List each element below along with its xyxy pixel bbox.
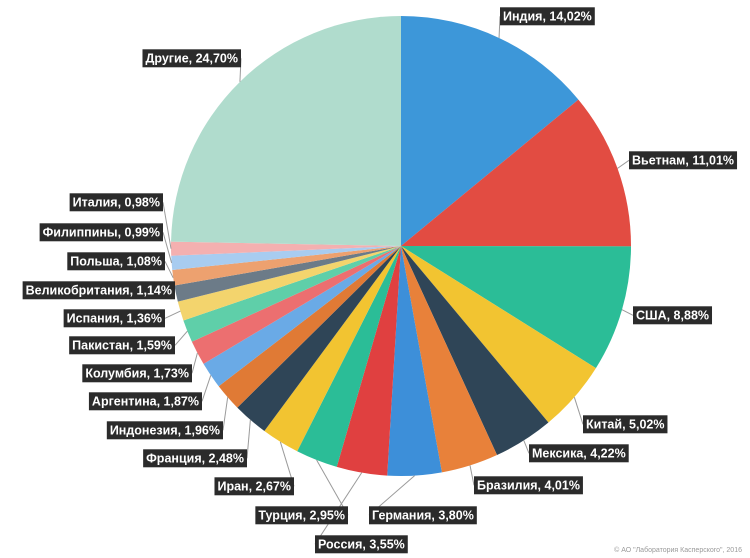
slice-label-bg-9	[255, 506, 348, 525]
slice-label-19: Филиппины, 0,99%	[43, 225, 160, 239]
slice-label-16: Испания, 1,36%	[67, 311, 162, 325]
pie-slice-6	[401, 246, 498, 473]
pie-slice-3	[401, 246, 631, 369]
slice-label-bg-3	[633, 306, 713, 325]
pie-slice-7	[387, 246, 442, 476]
slice-label-20: Италия, 0,98%	[73, 195, 160, 209]
leader-line-19	[162, 232, 173, 264]
slice-label-15: Пакистан, 1,59%	[72, 338, 172, 352]
slice-label-9: Турция, 2,95%	[258, 508, 345, 522]
leader-line-5	[523, 440, 530, 454]
slice-label-12: Индонезия, 1,96%	[110, 423, 220, 437]
pie-slice-5	[401, 246, 549, 455]
leader-line-2	[617, 159, 630, 169]
pie-slice-18	[172, 246, 401, 286]
pie-slice-16	[177, 246, 401, 321]
leader-line-16	[164, 310, 181, 319]
leader-line-12	[222, 397, 229, 431]
slice-label-11: Франция, 2,48%	[146, 451, 244, 465]
leader-line-15	[174, 330, 188, 346]
pie-slice-9	[297, 246, 401, 467]
leader-line-3	[621, 309, 634, 316]
slice-label-bg-11	[143, 449, 247, 468]
pie-slice-17	[174, 246, 401, 302]
slice-label-bg-12	[106, 421, 223, 440]
slice-label-5: Мексика, 4,22%	[532, 446, 626, 460]
pie-slice-4	[401, 246, 596, 423]
slice-label-bg-13	[88, 392, 202, 411]
slice-label-4: Китай, 5,02%	[586, 417, 664, 431]
slice-label-7: Германия, 3,80%	[372, 508, 474, 522]
slice-label-1: Индия, 14,02%	[503, 9, 592, 23]
slice-label-18: Польша, 1,08%	[70, 254, 162, 268]
leader-line-9	[316, 459, 349, 516]
pie-slice-10	[264, 246, 401, 452]
pie-slice-8	[336, 246, 401, 476]
slice-label-bg-2	[629, 151, 738, 170]
slice-label-bg-7	[369, 506, 477, 525]
slice-labels: Индия, 14,02% Вьетнам, 11,01% США, 8,88% Ки…	[22, 7, 738, 554]
leader-line-6	[469, 465, 475, 486]
pie-slice-11	[237, 246, 401, 432]
pie-slice-1	[401, 16, 579, 246]
slice-label-6: Бразилия, 4,01%	[477, 478, 580, 492]
slice-label-bg-17	[22, 281, 175, 300]
slice-label-bg-19	[39, 223, 163, 242]
pie-slice-14	[191, 246, 401, 364]
slice-label-bg-16	[63, 309, 165, 328]
slice-label-bg-1	[500, 7, 595, 26]
leader-line-4	[573, 397, 584, 425]
slice-label-bg-14	[82, 364, 192, 383]
slice-label-bg-4	[583, 415, 668, 434]
slice-label-bg-8	[315, 535, 408, 554]
copyright-text: © АО "Лаборатория Касперского", 2016	[614, 547, 742, 554]
slice-label-bg-18	[67, 252, 165, 271]
slice-label-13: Аргентина, 1,87%	[92, 394, 199, 408]
pie-slice-12	[218, 246, 401, 408]
slice-label-21: Другие, 24,70%	[145, 51, 238, 65]
leader-line-14	[191, 352, 198, 374]
pie-slices	[171, 16, 631, 476]
slice-label-17: Великобритания, 1,14%	[26, 283, 172, 297]
slice-label-3: США, 8,88%	[636, 308, 709, 322]
slice-label-14: Колумбия, 1,73%	[85, 366, 189, 380]
pie-slice-13	[203, 246, 401, 387]
slice-label-2: Вьетнам, 11,01%	[632, 153, 734, 167]
slice-label-bg-10	[214, 477, 294, 496]
slice-label-10: Иран, 2,67%	[217, 479, 291, 493]
leader-line-20	[162, 202, 172, 249]
leader-line-18	[164, 261, 174, 279]
slice-label-bg-21	[142, 49, 241, 68]
pie-slice-21	[171, 16, 401, 246]
slice-label-8: Россия, 3,55%	[318, 537, 405, 551]
slice-label-bg-6	[474, 476, 583, 495]
leader-line-1	[498, 16, 501, 38]
pie-slice-15	[183, 246, 401, 342]
leader-line-11	[246, 419, 251, 459]
slice-label-bg-5	[529, 444, 629, 463]
leader-line-13	[201, 375, 212, 402]
pie-slice-2	[401, 99, 631, 247]
pie-slice-20	[171, 241, 401, 256]
slice-label-bg-20	[69, 193, 163, 212]
slice-label-bg-15	[69, 336, 175, 355]
pie-slice-19	[171, 246, 401, 271]
